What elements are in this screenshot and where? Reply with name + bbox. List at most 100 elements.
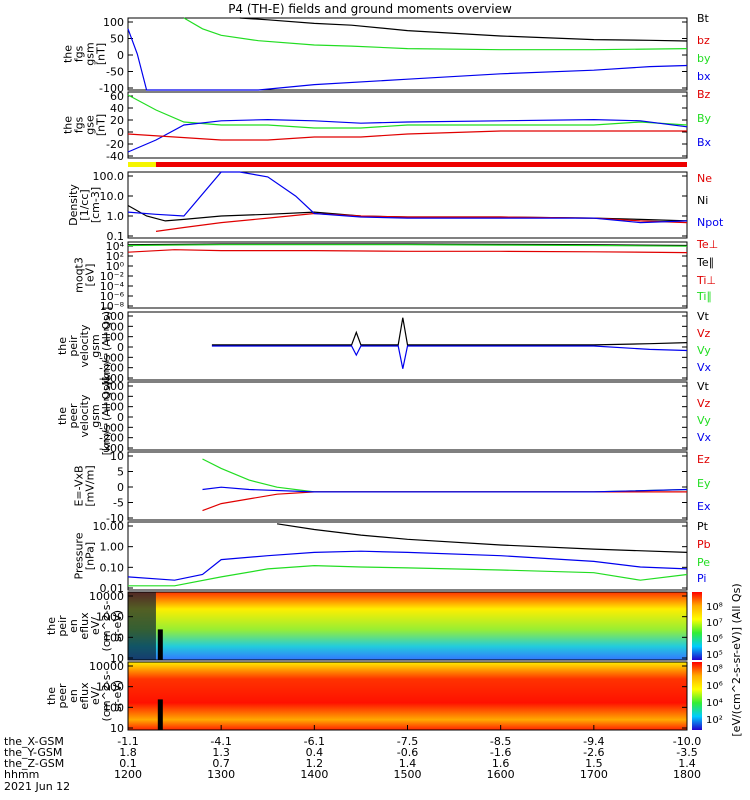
x-row-value: 1.6 bbox=[492, 757, 510, 770]
y-tick-label: 100 bbox=[103, 16, 124, 29]
y-tick-label: -300 bbox=[99, 442, 124, 455]
colorbar-scale-1 bbox=[692, 592, 702, 660]
y-tick-label: -50 bbox=[106, 66, 124, 79]
y-tick-label: 5 bbox=[117, 466, 124, 479]
legend-entry: Pe bbox=[697, 556, 710, 569]
colorbar-tick: 10⁶ bbox=[706, 681, 723, 692]
legend-entry: Vz bbox=[697, 327, 711, 340]
x-row-value: 1.8 bbox=[119, 746, 137, 759]
panel-peer_eflux: 10000 1000 100 10thepeerenefluxeV/(cm^2-s-s… bbox=[45, 660, 688, 735]
legend-entry: Ne bbox=[697, 172, 712, 185]
series-Te⊥ bbox=[127, 249, 688, 254]
colorbar-scale-2 bbox=[692, 662, 702, 730]
x-row-value: -6.1 bbox=[304, 735, 325, 748]
x-row-label: the_Z-GSM bbox=[4, 757, 64, 770]
y-axis-label: thepeervelocitygsm[km/s (All Qs)] bbox=[56, 377, 113, 456]
panel-peir_velocity: 3002001000-100-200-300thepeirvelocitygsm… bbox=[56, 307, 712, 386]
y-tick-label: 0 bbox=[117, 341, 124, 354]
x-row-label: hhmm bbox=[4, 768, 39, 781]
status-bar-yellow bbox=[128, 162, 156, 167]
legend-entry: Pb bbox=[697, 538, 711, 551]
legend-entry: Pi bbox=[697, 572, 706, 585]
series-Vx bbox=[211, 345, 688, 369]
panel-frame bbox=[127, 171, 688, 239]
figure-title: P4 (TH-E) fields and ground moments over… bbox=[228, 2, 512, 16]
y-tick-label: -10 bbox=[106, 512, 124, 525]
legend-entry: Ey bbox=[697, 477, 711, 490]
x-row-value: 1400 bbox=[300, 768, 328, 781]
y-tick-label: 10⁻² bbox=[100, 270, 124, 283]
legend-entry: Bz bbox=[697, 88, 711, 101]
x-row-label: the_Y-GSM bbox=[4, 746, 62, 759]
y-tick-label: 10 bbox=[110, 722, 124, 735]
y-tick-label: 100 bbox=[103, 701, 124, 714]
y-tick-label: 10000 bbox=[89, 590, 124, 603]
y-tick-label: 0 bbox=[117, 126, 124, 139]
legend-entry: Vy bbox=[697, 414, 711, 427]
y-tick-label: 0 bbox=[117, 481, 124, 494]
legend-entry: Vt bbox=[697, 380, 710, 393]
panel-peer_velocity: 3002001000-100-200-300thepeervelocitygsm… bbox=[56, 377, 712, 456]
panel-peir_eflux: 10000 1000 100 10thepeirenefluxeV/(cm^2-s-s… bbox=[45, 590, 688, 665]
legend-entry: Pt bbox=[697, 520, 709, 533]
panel-frame bbox=[127, 591, 688, 661]
x-row-value: 1.4 bbox=[678, 757, 696, 770]
panel-fgs_gsm: 100 50 0 -50 -100 thefgsgsm[nT] Bt bz by bx bbox=[62, 12, 711, 95]
x-row-value: 1200 bbox=[114, 768, 142, 781]
colorbar-tick: 10⁵ bbox=[706, 650, 723, 661]
series-Bz bbox=[127, 130, 687, 141]
y-tick-label: 10 bbox=[110, 450, 124, 463]
legend-entry: Bx bbox=[697, 136, 712, 149]
y-tick-label: 40 bbox=[110, 102, 124, 115]
legend-entry: bx bbox=[697, 70, 711, 83]
y-axis-label: thepeirenefluxeV/(cm^2-s-sr-eV) bbox=[45, 601, 124, 652]
y-axis-label: thepeerenefluxeV/(cm^2-s-sr-eV) bbox=[45, 671, 124, 722]
y-tick-label: 100 bbox=[103, 401, 124, 414]
x-row-value: 1.4 bbox=[399, 757, 417, 770]
y-tick-label: 10 bbox=[110, 652, 124, 665]
legend-entry: Ez bbox=[697, 453, 710, 466]
panel-frame bbox=[127, 451, 688, 521]
spectrogram-fill bbox=[128, 662, 687, 730]
y-tick-label: 10.00 bbox=[93, 520, 125, 533]
series-Ex bbox=[202, 486, 688, 493]
y-tick-label: -40 bbox=[106, 150, 124, 163]
colorbar-tick: 10⁷ bbox=[706, 618, 723, 629]
y-tick-label: -200 bbox=[99, 362, 124, 375]
y-tick-label: 1.0 bbox=[107, 210, 125, 223]
x-row-value: -10.0 bbox=[673, 735, 701, 748]
y-tick-label: 100.0 bbox=[93, 170, 125, 183]
y-tick-label: -100 bbox=[99, 351, 124, 364]
x-row-value: 1600 bbox=[487, 768, 515, 781]
y-tick-label: 10⁻⁴ bbox=[100, 280, 125, 293]
series-by bbox=[183, 17, 688, 51]
y-tick-label: 300 bbox=[103, 380, 124, 393]
series-Ne bbox=[155, 212, 688, 232]
x-row-value: 0.4 bbox=[306, 746, 324, 759]
y-axis-label: thepeirvelocitygsm[km/s (All Qs)] bbox=[56, 307, 113, 386]
y-tick-label: 1.00 bbox=[100, 541, 125, 554]
y-tick-label: 60 bbox=[110, 90, 124, 103]
y-tick-label: 100 bbox=[103, 331, 124, 344]
panel-density: 100.0 10.0 1.0 0.1 Density[1/cc][cm-3] Ne Ni Np… bbox=[67, 170, 724, 243]
x-row-value: 0.1 bbox=[119, 757, 137, 770]
x-axis-date: 2021 Jun 12 bbox=[4, 780, 70, 793]
legend-entry: Te⊥ bbox=[696, 238, 718, 251]
y-tick-label: 20 bbox=[110, 114, 124, 127]
x-row-value: 1.5 bbox=[585, 757, 603, 770]
colorbar-tick: 10⁸ bbox=[706, 602, 723, 613]
legend-entry: Ti⊥ bbox=[696, 274, 716, 287]
colorbar-tick: 10⁸ bbox=[706, 664, 723, 675]
series-Npot bbox=[127, 171, 688, 224]
series-Pe bbox=[128, 564, 688, 587]
y-tick-label: -300 bbox=[99, 372, 124, 385]
legend-entry: Vt bbox=[697, 310, 710, 323]
y-tick-label: 300 bbox=[103, 310, 124, 323]
y-tick-label: 10⁰ bbox=[106, 260, 125, 273]
y-tick-label: 50 bbox=[110, 33, 124, 46]
y-tick-label: 100 bbox=[103, 631, 124, 644]
y-axis-label: thefgsgsm[nT] bbox=[62, 42, 108, 65]
x-row-value: -2.6 bbox=[583, 746, 604, 759]
